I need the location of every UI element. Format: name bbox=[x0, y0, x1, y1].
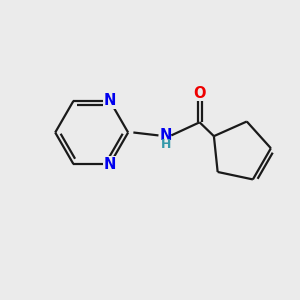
Text: N: N bbox=[104, 157, 116, 172]
Text: H: H bbox=[161, 138, 171, 151]
Text: O: O bbox=[193, 85, 206, 100]
Text: N: N bbox=[160, 128, 172, 143]
Text: N: N bbox=[104, 93, 116, 108]
